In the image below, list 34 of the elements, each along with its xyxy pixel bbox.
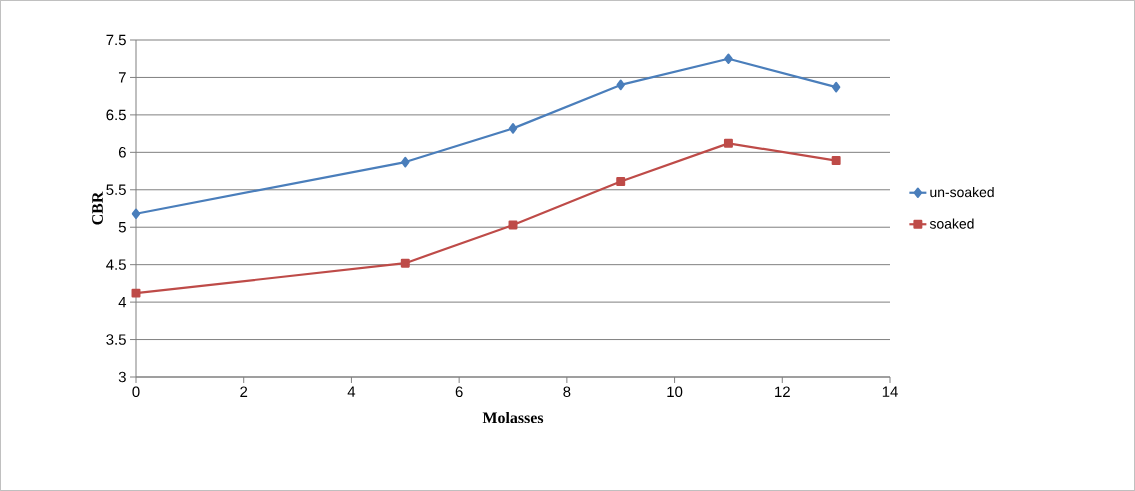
x-tick-label: 8 bbox=[563, 386, 571, 398]
legend-label: soaked bbox=[929, 218, 974, 229]
y-tick-label: 3.5 bbox=[106, 334, 126, 345]
point bbox=[831, 156, 841, 166]
y-tick-label: 7.5 bbox=[106, 34, 126, 46]
y-axis-title: CBR bbox=[92, 191, 103, 225]
point bbox=[401, 156, 410, 168]
x-tick-label: 0 bbox=[132, 386, 140, 398]
point bbox=[616, 79, 625, 91]
point bbox=[131, 288, 141, 298]
y-tick-label: 4 bbox=[118, 296, 127, 308]
x-tick-label: 6 bbox=[455, 386, 463, 398]
x-tick-label: 10 bbox=[667, 386, 683, 398]
point bbox=[508, 220, 518, 230]
point bbox=[400, 258, 410, 268]
point bbox=[131, 208, 141, 220]
y-tick-label: 3 bbox=[118, 371, 126, 383]
x-tick-label: 4 bbox=[347, 386, 356, 397]
point bbox=[724, 53, 733, 65]
x-tick-label: 12 bbox=[775, 386, 790, 397]
x-tick-label: 14 bbox=[882, 386, 898, 397]
point bbox=[723, 138, 733, 148]
legend-label: un-soaked bbox=[930, 186, 994, 198]
y-tick-label: 5 bbox=[118, 222, 126, 233]
y-tick-label: 7 bbox=[118, 72, 126, 83]
point bbox=[508, 123, 518, 134]
y-tick-label: 6 bbox=[118, 147, 126, 158]
y-tick-label: 5.5 bbox=[106, 184, 126, 195]
x-axis-title: Molasses bbox=[482, 411, 544, 424]
point bbox=[831, 81, 841, 93]
x-tick-label: 2 bbox=[240, 386, 248, 397]
point bbox=[616, 177, 626, 187]
y-tick-label: 6.5 bbox=[106, 109, 126, 121]
y-tick-label: 4.5 bbox=[106, 259, 126, 270]
